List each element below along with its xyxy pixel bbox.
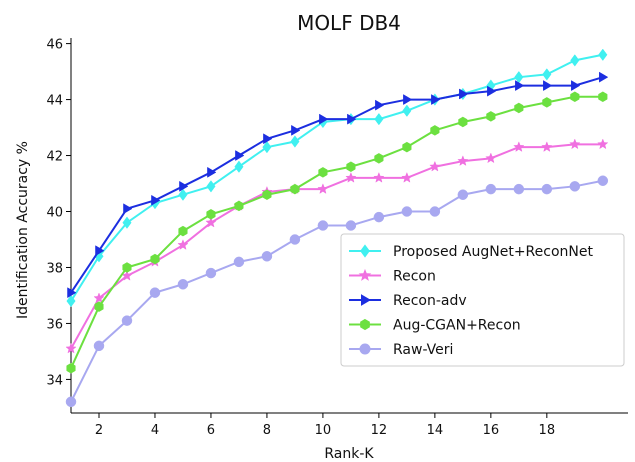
data-point [458, 190, 468, 200]
x-tick-label: 10 [315, 423, 332, 438]
data-point [318, 184, 328, 194]
x-tick-label: 12 [371, 423, 388, 438]
data-point [67, 363, 76, 373]
data-point [542, 142, 552, 152]
data-point [599, 72, 608, 82]
data-point [543, 69, 552, 81]
data-point [570, 139, 580, 149]
data-point [150, 288, 160, 298]
x-tick-label: 2 [95, 423, 103, 438]
data-point [514, 142, 524, 152]
data-point [374, 173, 384, 182]
x-tick-label: 14 [427, 423, 444, 438]
data-point [570, 92, 579, 102]
y-tick-label: 38 [46, 261, 63, 276]
legend-swatch-marker [361, 320, 370, 330]
data-point [571, 81, 580, 91]
y-tick-label: 46 [46, 38, 63, 53]
y-tick-label: 44 [46, 94, 63, 109]
data-point [598, 176, 608, 186]
chart-title: MOLF DB4 [297, 11, 401, 35]
data-point [235, 161, 244, 173]
data-point [571, 55, 580, 67]
data-point [263, 190, 272, 200]
data-point [542, 184, 552, 194]
data-point [235, 201, 244, 211]
x-tick-label: 8 [263, 423, 271, 438]
y-tick-label: 42 [46, 150, 63, 165]
data-point [207, 209, 216, 219]
data-point [207, 167, 216, 177]
data-point [123, 204, 132, 214]
data-point [402, 207, 412, 217]
data-point [290, 234, 300, 244]
data-point [374, 212, 384, 222]
data-point [458, 156, 468, 166]
data-point [402, 173, 412, 182]
data-point [123, 262, 132, 272]
data-point [347, 162, 356, 172]
data-point [179, 226, 188, 236]
data-point [122, 316, 132, 326]
data-point [94, 341, 104, 351]
x-tick-label: 18 [539, 423, 556, 438]
y-tick-label: 36 [46, 317, 63, 332]
data-point [430, 161, 440, 171]
data-point [598, 92, 607, 102]
legend-label: Raw-Veri [393, 342, 453, 358]
legend-label: Recon-adv [393, 293, 467, 309]
data-point [431, 125, 440, 135]
data-point [262, 251, 272, 261]
x-tick-label: 4 [151, 423, 159, 438]
data-point [486, 184, 496, 194]
data-point [403, 105, 412, 117]
data-point [486, 153, 496, 162]
data-point [543, 81, 552, 91]
data-point [66, 397, 76, 407]
data-point [291, 125, 300, 135]
data-point [206, 268, 216, 278]
data-point [403, 142, 412, 152]
x-tick-label: 16 [483, 423, 500, 438]
data-point [346, 221, 356, 231]
y-tick-label: 40 [46, 206, 63, 221]
data-point [95, 302, 104, 312]
data-point [599, 49, 608, 61]
data-point [515, 103, 524, 113]
data-point [375, 113, 384, 125]
legend-swatch-marker [360, 344, 370, 354]
data-point [291, 136, 300, 148]
data-point [207, 181, 216, 193]
data-point [543, 97, 552, 107]
data-point [598, 139, 608, 149]
legend-label: Proposed AugNet+ReconNet [393, 244, 593, 260]
data-point [178, 279, 188, 289]
data-point [570, 181, 580, 191]
data-point [234, 257, 244, 267]
data-point [318, 221, 328, 231]
data-point [291, 184, 300, 194]
legend-label: Recon [393, 269, 436, 285]
x-tick-label: 6 [207, 423, 215, 438]
data-point [459, 117, 468, 127]
y-tick-label: 34 [46, 373, 63, 388]
data-point [375, 153, 384, 163]
data-point [235, 151, 244, 161]
y-axis-title: Identification Accuracy % [15, 141, 31, 319]
data-point [319, 167, 328, 177]
data-point [403, 95, 412, 105]
data-point [346, 173, 356, 182]
data-point [514, 184, 524, 194]
data-point [375, 100, 384, 110]
legend-label: Aug-CGAN+Recon [393, 318, 521, 334]
data-point [151, 254, 160, 264]
x-axis-title: Rank-K [324, 446, 374, 462]
data-point [487, 111, 496, 121]
data-point [430, 207, 440, 217]
legend: Proposed AugNet+ReconNet Recon Recon-adv Au… [341, 234, 624, 366]
